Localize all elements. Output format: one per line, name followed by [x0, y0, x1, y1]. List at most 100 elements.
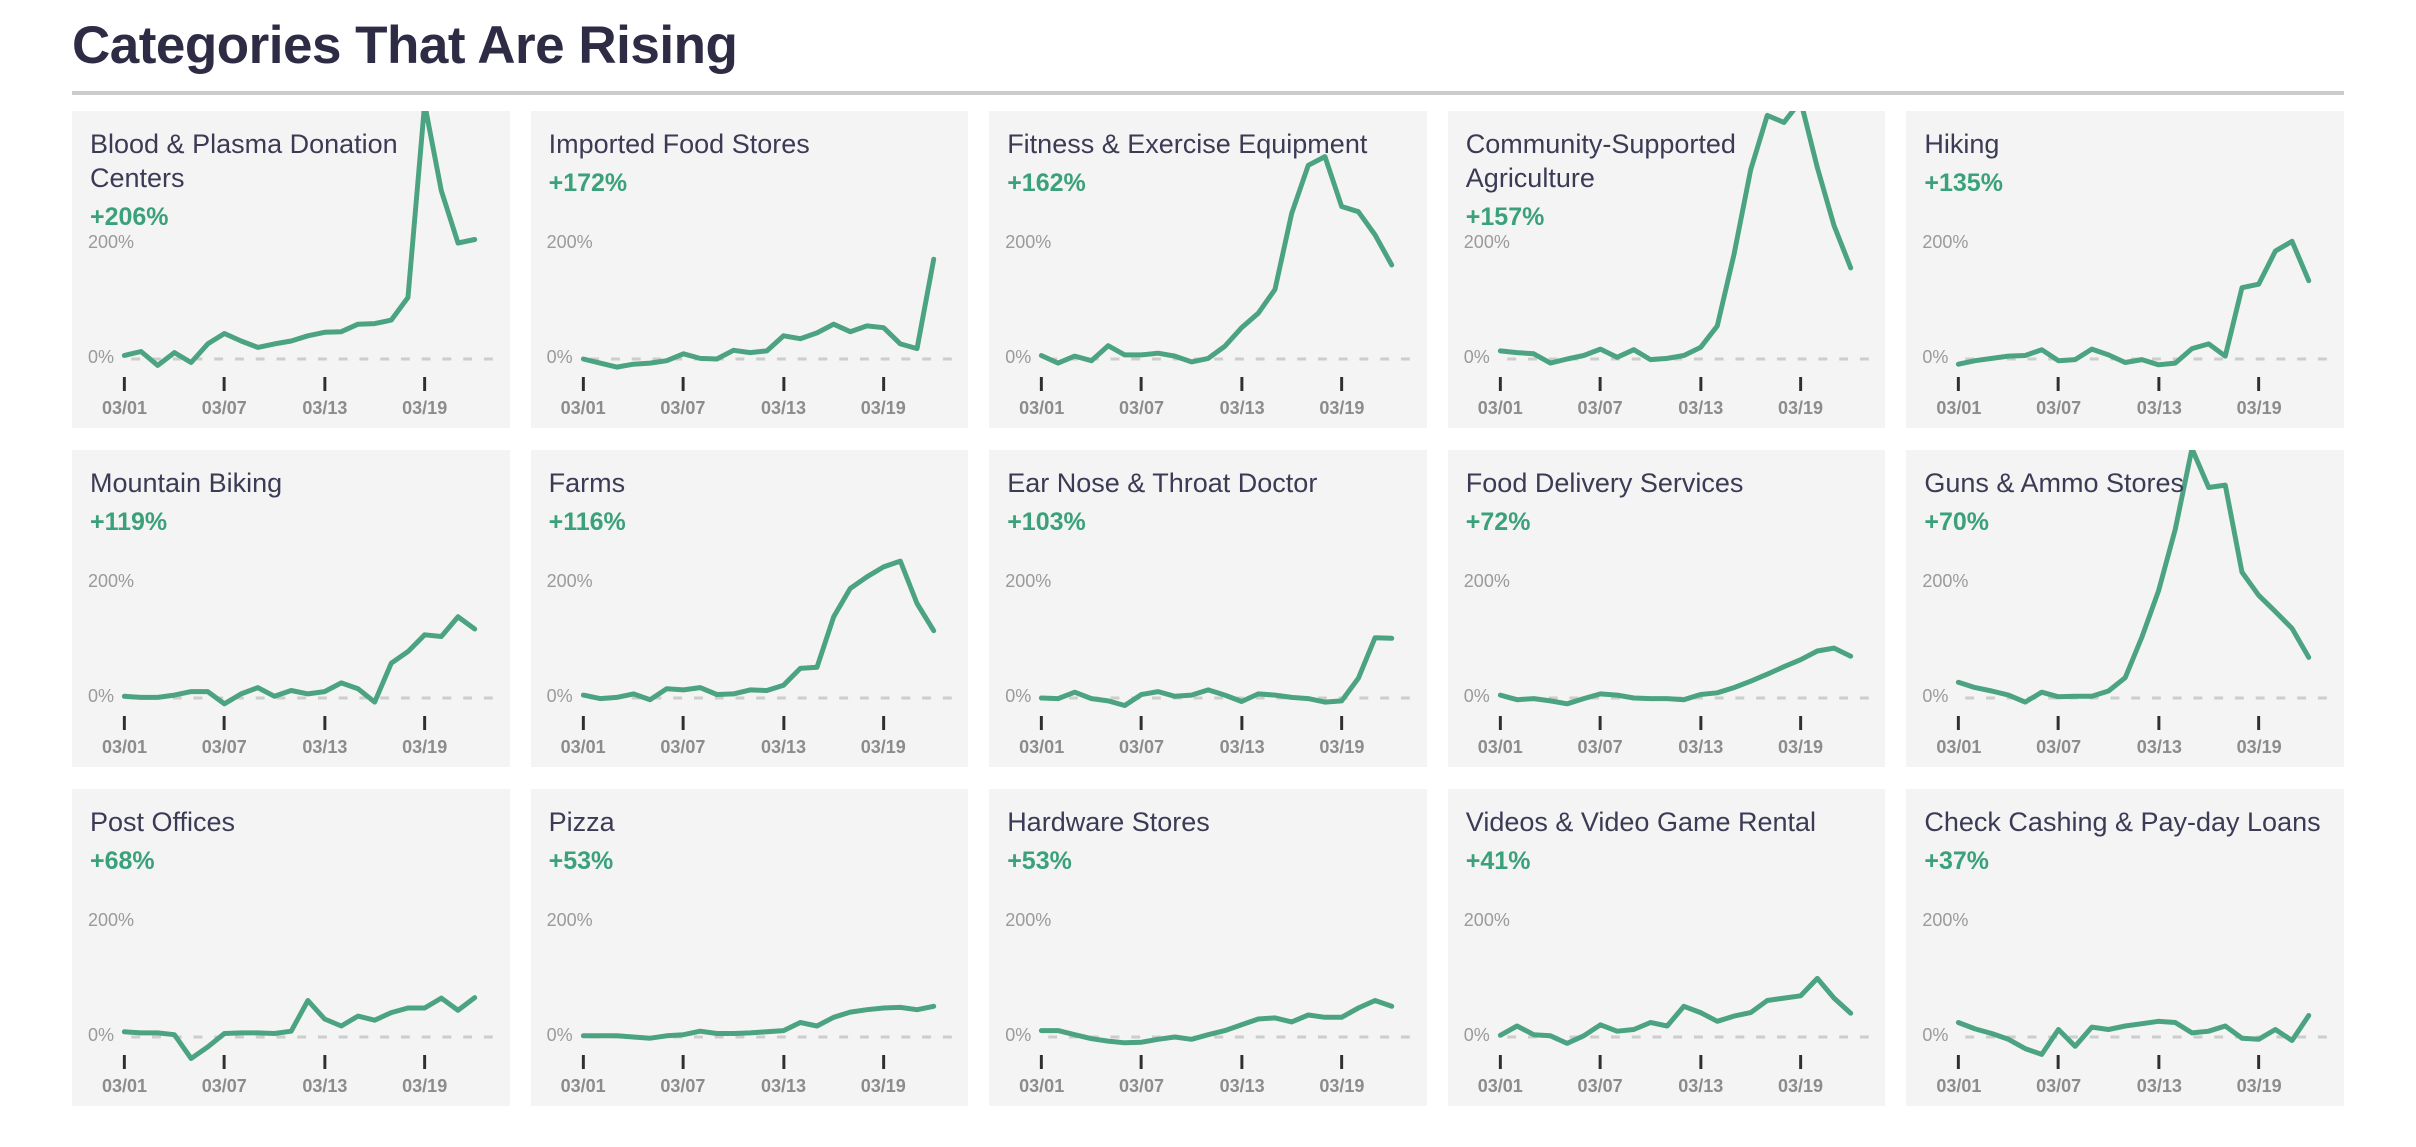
x-tick-label: 03/01 — [560, 1075, 606, 1096]
x-tick-label: 03/13 — [1219, 736, 1265, 757]
x-tick-label: 03/13 — [1678, 736, 1724, 757]
x-axis: 03/01 03/07 03/13 03/19 — [1906, 111, 2344, 428]
y-axis-200-label: 200% — [1463, 909, 1510, 930]
y-axis-200-label: 200% — [546, 231, 593, 252]
card-title: Imported Food Stores — [548, 128, 810, 159]
x-tick-label: 03/13 — [1678, 1075, 1724, 1096]
card-change: +68% — [90, 846, 155, 875]
y-axis-200-label: 200% — [1922, 909, 1969, 930]
y-axis-200-label: 200% — [88, 570, 135, 591]
category-card: Hardware Stores +53% 200% 0% 03/01 03/07… — [989, 788, 1427, 1106]
x-tick-label: 03/01 — [101, 736, 148, 757]
cards-grid: Blood & Plasma Donation Centers +206% 20… — [72, 110, 2344, 1106]
x-tick-label: 03/19 — [402, 1075, 448, 1096]
sparkline-path — [1956, 449, 2312, 705]
x-tick-label: 03/01 — [1936, 397, 1982, 418]
x-axis: 03/01 03/07 03/13 03/19 — [989, 450, 1427, 767]
sparkline-path — [1497, 645, 1853, 707]
sparkline-path — [121, 614, 478, 707]
x-axis: 03/01 03/07 03/13 03/19 — [1906, 789, 2344, 1106]
sparkline-path — [121, 110, 478, 368]
sparkline-chart — [121, 110, 494, 391]
y-axis-0-label: 0% — [88, 685, 115, 706]
x-axis: 03/01 03/07 03/13 03/19 — [72, 111, 510, 428]
title-divider — [72, 90, 2344, 95]
x-axis: 03/01 03/07 03/13 03/19 — [531, 789, 969, 1106]
x-axis: 03/01 03/07 03/13 03/19 — [72, 789, 510, 1106]
category-card: Hiking +135% 200% 0% 03/01 03/07 03/13 0… — [1906, 110, 2344, 428]
x-tick-label: 03/19 — [402, 397, 448, 418]
x-axis: 03/01 03/07 03/13 03/19 — [72, 450, 510, 767]
category-card: Post Offices +68% 200% 0% 03/01 03/07 03… — [72, 788, 510, 1106]
y-axis-200-label: 200% — [1005, 570, 1052, 591]
x-tick-label: 03/13 — [302, 397, 348, 418]
category-card: Fitness & Exercise Equipment +162% 200% … — [989, 110, 1427, 428]
y-axis-0-label: 0% — [1463, 346, 1490, 367]
card-title: Ear Nose & Throat Doctor — [1007, 467, 1318, 498]
sparkline-chart — [1039, 997, 1411, 1069]
category-card: Pizza +53% 200% 0% 03/01 03/07 03/13 03/… — [530, 788, 969, 1106]
x-tick-label: 03/13 — [302, 1075, 348, 1096]
card-change: +206% — [90, 202, 169, 231]
sparkline-path — [580, 1003, 936, 1041]
x-tick-label: 03/01 — [1477, 1075, 1523, 1096]
x-tick-label: 03/07 — [2036, 736, 2082, 757]
x-tick-label: 03/13 — [2136, 1075, 2182, 1096]
x-axis: 03/01 03/07 03/13 03/19 — [1448, 111, 1886, 428]
x-tick-label: 03/07 — [201, 736, 247, 757]
x-axis: 03/01 03/07 03/13 03/19 — [1448, 450, 1886, 767]
card-title: Check Cashing & Pay-day Loans — [1924, 806, 2321, 837]
card-change: +41% — [1465, 846, 1531, 875]
y-axis-200-label: 200% — [1922, 570, 1969, 591]
category-card: Farms +116% 200% 0% 03/01 03/07 03/13 03… — [530, 449, 969, 767]
card-title: Community-Supported Agriculture — [1465, 128, 1736, 193]
category-card: Food Delivery Services +72% 200% 0% 03/0… — [1447, 449, 1886, 767]
x-tick-label: 03/19 — [2236, 397, 2282, 418]
x-tick-label: 03/19 — [860, 397, 906, 418]
category-card: Blood & Plasma Donation Centers +206% 20… — [72, 110, 510, 428]
x-tick-label: 03/01 — [1019, 1075, 1065, 1096]
x-tick-label: 03/07 — [2036, 1075, 2082, 1096]
y-axis-200-label: 200% — [88, 231, 135, 252]
sparkline-path — [1956, 238, 2312, 368]
card-title: Hiking — [1924, 128, 2000, 159]
x-tick-label: 03/19 — [2236, 736, 2282, 757]
page-title: Categories That Are Rising — [72, 16, 738, 75]
x-tick-label: 03/13 — [760, 736, 807, 757]
x-tick-label: 03/07 — [1577, 1075, 1623, 1096]
x-tick-label: 03/13 — [1219, 397, 1265, 418]
y-axis-200-label: 200% — [1922, 231, 1969, 252]
x-axis: 03/01 03/07 03/13 03/19 — [989, 111, 1427, 428]
x-tick-label: 03/07 — [2036, 397, 2082, 418]
x-tick-label: 03/19 — [860, 736, 906, 757]
sparkline-chart — [1497, 645, 1870, 730]
y-axis-0-label: 0% — [1005, 685, 1032, 706]
category-card: Mountain Biking +119% 200% 0% 03/01 03/0… — [72, 449, 510, 767]
x-tick-label: 03/07 — [1118, 736, 1164, 757]
x-tick-label: 03/07 — [1118, 397, 1164, 418]
card-title: Pizza — [548, 806, 615, 837]
x-tick-label: 03/01 — [101, 1075, 148, 1096]
sparkline-path — [1039, 635, 1395, 708]
x-tick-label: 03/19 — [2236, 1075, 2282, 1096]
y-axis-0-label: 0% — [546, 1024, 573, 1045]
sparkline-path — [580, 256, 936, 370]
card-change: +53% — [548, 846, 614, 875]
x-tick-label: 03/01 — [1936, 1075, 1982, 1096]
x-tick-label: 03/01 — [1477, 736, 1523, 757]
sparkline-path — [1497, 975, 1853, 1046]
x-tick-label: 03/19 — [1319, 397, 1365, 418]
card-title: Videos & Video Game Rental — [1465, 806, 1817, 837]
y-axis-0-label: 0% — [1922, 685, 1949, 706]
card-change: +172% — [548, 168, 628, 197]
card-change: +116% — [548, 507, 626, 536]
card-change: +72% — [1465, 507, 1531, 536]
x-tick-label: 03/13 — [760, 397, 807, 418]
card-title: Post Offices — [90, 806, 236, 837]
x-axis: 03/01 03/07 03/13 03/19 — [1906, 450, 2344, 767]
card-title: Food Delivery Services — [1465, 467, 1744, 498]
category-card: Check Cashing & Pay-day Loans +37% 200% … — [1906, 788, 2344, 1106]
x-tick-label: 03/19 — [860, 1075, 906, 1096]
y-axis-0-label: 0% — [1463, 1024, 1490, 1045]
card-title: Mountain Biking — [90, 467, 283, 498]
